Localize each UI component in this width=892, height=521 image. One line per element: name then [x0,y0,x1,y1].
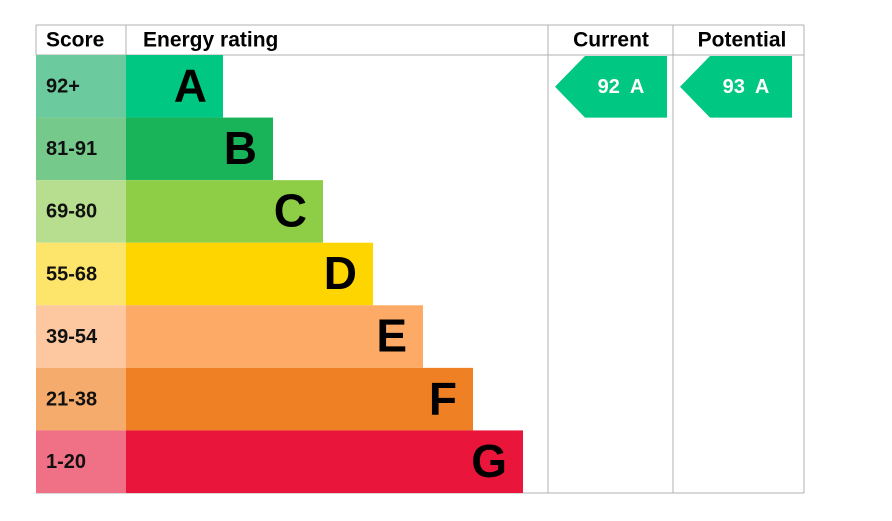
rating-letter: E [376,310,407,362]
score-cell [36,180,126,243]
score-label: 69-80 [46,201,97,223]
header-potential: Potential [698,29,787,52]
score-cell [36,305,126,368]
rating-letter: G [471,435,507,487]
score-cell [36,367,126,431]
rating-bar [126,430,523,493]
rating-letter: C [274,185,307,237]
rating-letter: F [429,372,457,424]
potential-label: 93 A [723,76,770,98]
score-label: 81-91 [46,138,97,160]
score-label: 21-38 [46,388,97,410]
current-arrow [555,56,667,118]
rating-bar [126,180,323,243]
score-label: 55-68 [46,263,97,285]
rating-bar [126,305,423,368]
rating-bar [126,117,273,181]
header-current: Current [573,29,649,52]
rating-bar [126,367,473,431]
rating-bar [126,242,373,306]
header-score: Score [46,29,104,52]
rating-letter: A [174,59,207,111]
potential-arrow [680,56,792,118]
rating-letter: D [324,247,357,299]
score-label: 92+ [46,76,80,98]
potential-letter: A [755,76,769,98]
score-cell [36,430,126,493]
current-value: 92 [598,76,620,98]
score-cell [36,55,126,118]
rating-bar [126,55,223,118]
rating-letter: B [224,122,257,174]
current-label: 92 A [598,76,645,98]
score-label: 1-20 [46,451,86,473]
current-letter: A [630,76,644,98]
potential-value: 93 [723,76,745,98]
score-label: 39-54 [46,326,98,348]
score-cell [36,117,126,181]
header-rating: Energy rating [143,29,278,52]
score-cell [36,242,126,306]
